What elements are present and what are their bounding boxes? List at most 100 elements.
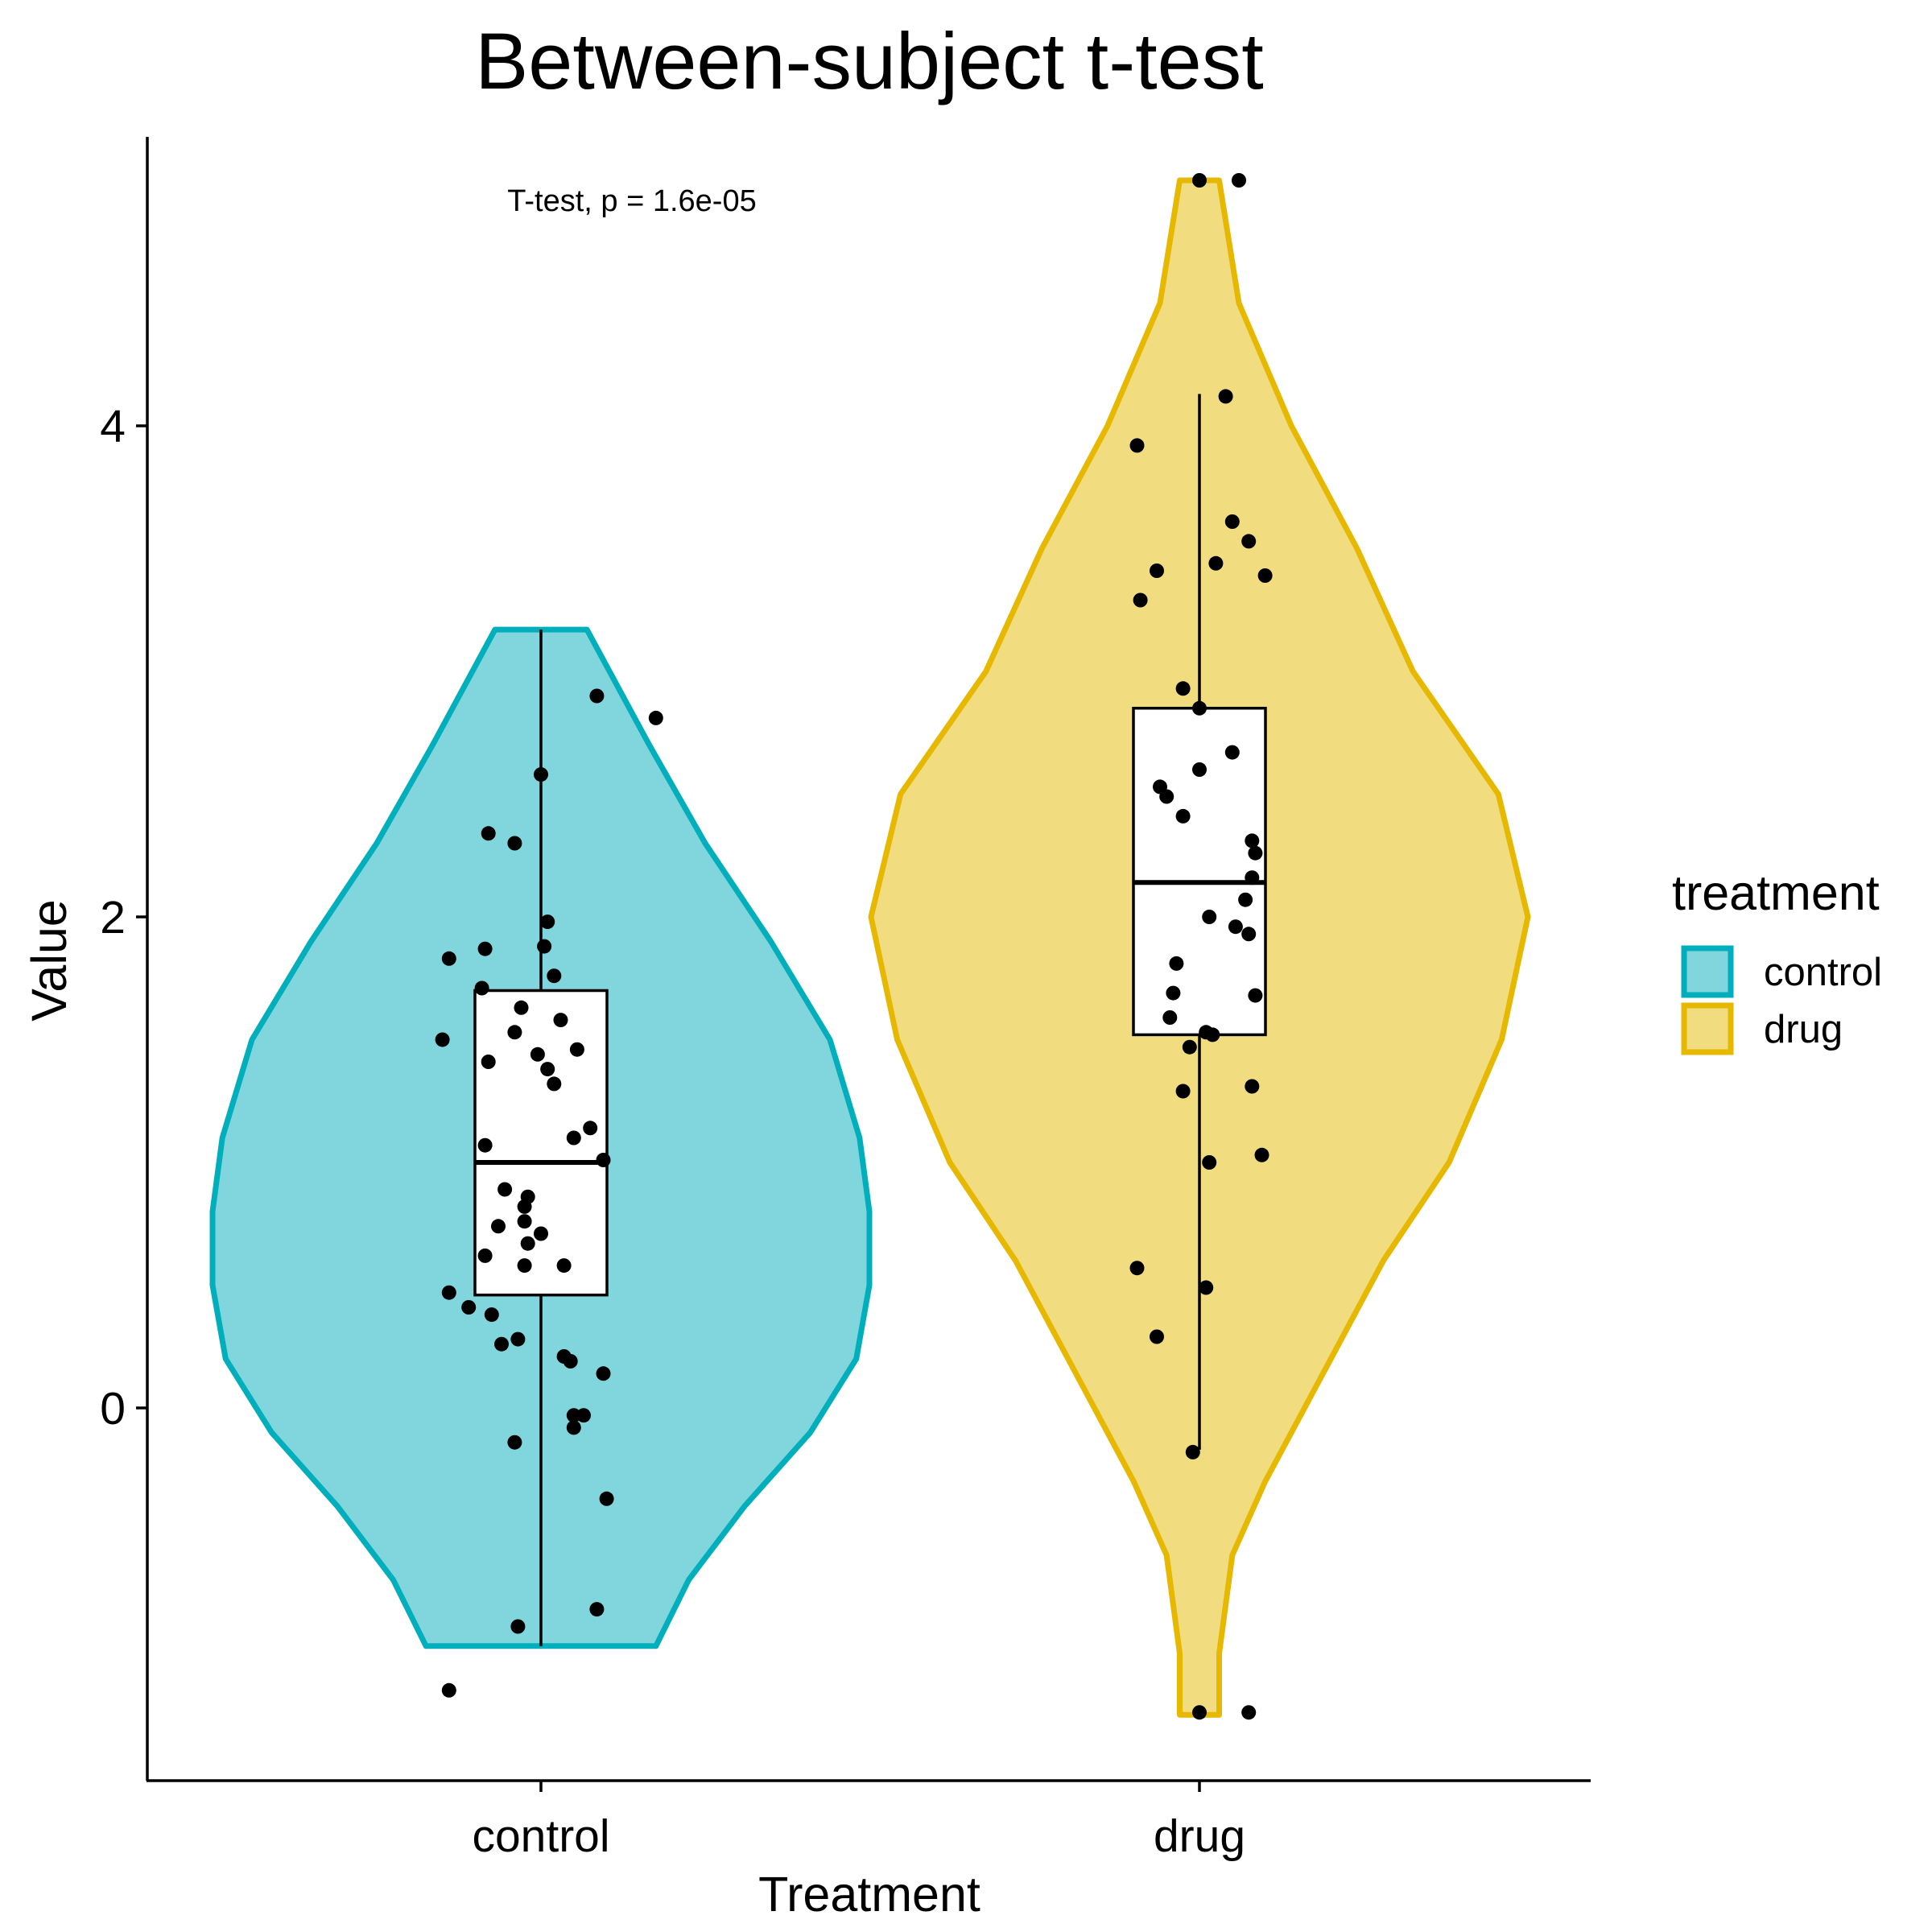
legend-label-control: control bbox=[1764, 951, 1882, 994]
data-point-drug bbox=[1169, 956, 1184, 971]
data-point-control bbox=[566, 1420, 581, 1435]
data-point-control bbox=[517, 1258, 532, 1274]
y-tick-label: 2 bbox=[100, 892, 126, 943]
data-point-control bbox=[556, 1349, 572, 1364]
data-point-drug bbox=[1199, 1280, 1214, 1295]
data-point-drug bbox=[1166, 985, 1181, 1001]
t-test-annotation: T-test, p = 1.6e-05 bbox=[507, 184, 756, 218]
data-point-control bbox=[553, 1013, 568, 1028]
data-point-control bbox=[599, 1491, 614, 1506]
violin-layer bbox=[209, 177, 1531, 1718]
data-point-control bbox=[520, 1189, 535, 1204]
data-point-drug bbox=[1254, 1147, 1269, 1162]
data-point-control bbox=[530, 1046, 545, 1062]
y-ticks: 0 2 4 bbox=[100, 401, 147, 1435]
box-control bbox=[473, 989, 609, 1297]
data-point-control bbox=[510, 1619, 526, 1634]
data-point-drug bbox=[1182, 1039, 1197, 1055]
data-point-drug bbox=[1192, 700, 1207, 716]
legend-key-drug bbox=[1681, 1002, 1734, 1055]
legend-label-drug: drug bbox=[1764, 1008, 1843, 1051]
data-point-control bbox=[441, 951, 456, 966]
data-point-control bbox=[589, 688, 605, 704]
data-point-drug bbox=[1150, 1329, 1164, 1344]
data-point-control bbox=[507, 1435, 522, 1450]
data-point-control bbox=[583, 1121, 598, 1136]
data-point-drug bbox=[1192, 762, 1207, 777]
boxplot-layer bbox=[473, 394, 1267, 1646]
data-point-drug bbox=[1238, 892, 1253, 907]
data-point-drug bbox=[1202, 910, 1217, 924]
data-point-drug bbox=[1192, 173, 1207, 188]
data-point-control bbox=[481, 826, 496, 841]
x-tick-label: control bbox=[472, 1810, 609, 1862]
data-point-drug bbox=[1241, 1705, 1257, 1720]
data-point-control bbox=[547, 1076, 562, 1092]
data-point-control bbox=[507, 836, 522, 851]
data-point-control bbox=[461, 1300, 477, 1315]
data-point-drug bbox=[1192, 1705, 1207, 1720]
data-point-control bbox=[589, 1602, 605, 1617]
data-point-control bbox=[474, 980, 489, 996]
data-point-control bbox=[507, 1025, 522, 1040]
data-point-control bbox=[547, 968, 562, 984]
data-point-control bbox=[540, 914, 555, 930]
data-point-control bbox=[441, 1285, 456, 1300]
data-point-drug bbox=[1224, 514, 1240, 529]
data-point-control bbox=[556, 1258, 572, 1274]
box-drug bbox=[1132, 707, 1267, 1037]
data-point-control bbox=[534, 1226, 548, 1241]
legend: control drug bbox=[1681, 945, 1882, 1055]
x-ticks: control drug bbox=[472, 1781, 1245, 1862]
data-point-drug bbox=[1208, 555, 1224, 571]
data-point-control bbox=[477, 1137, 493, 1153]
data-point-drug bbox=[1241, 534, 1257, 549]
data-point-control bbox=[517, 1214, 532, 1229]
legend-title: treatment bbox=[1672, 865, 1880, 920]
data-point-drug bbox=[1232, 173, 1246, 188]
data-point-control bbox=[514, 1000, 529, 1015]
data-point-drug bbox=[1133, 592, 1148, 608]
x-tick-label: drug bbox=[1154, 1810, 1245, 1862]
data-point-drug bbox=[1175, 681, 1191, 696]
data-point-drug bbox=[1257, 568, 1273, 583]
data-point-drug bbox=[1245, 1079, 1260, 1094]
data-point-control bbox=[569, 1042, 584, 1057]
y-axis-title: Value bbox=[22, 899, 76, 1022]
data-point-drug bbox=[1175, 808, 1191, 824]
data-point-drug bbox=[1241, 927, 1257, 942]
data-point-drug bbox=[1218, 389, 1233, 404]
data-point-drug bbox=[1159, 789, 1174, 804]
y-tick-label: 4 bbox=[100, 401, 126, 452]
data-point-drug bbox=[1245, 870, 1260, 886]
data-point-control bbox=[537, 939, 552, 954]
data-point-drug bbox=[1150, 564, 1164, 578]
data-point-drug bbox=[1129, 1261, 1145, 1276]
data-point-drug bbox=[1224, 745, 1240, 760]
data-point-drug bbox=[1245, 833, 1260, 848]
data-point-drug bbox=[1228, 919, 1243, 935]
data-point-control bbox=[477, 1248, 493, 1263]
data-point-control bbox=[596, 1366, 611, 1381]
data-point-control bbox=[441, 1682, 456, 1698]
data-point-control bbox=[596, 1153, 611, 1167]
data-point-control bbox=[484, 1307, 499, 1323]
data-point-drug bbox=[1185, 1444, 1200, 1459]
data-point-control bbox=[566, 1130, 581, 1146]
data-point-control bbox=[497, 1182, 513, 1197]
data-point-control bbox=[648, 710, 663, 725]
data-point-drug bbox=[1248, 845, 1263, 861]
data-point-control bbox=[435, 1032, 450, 1047]
data-point-drug bbox=[1162, 1010, 1178, 1025]
data-point-drug bbox=[1248, 988, 1263, 1003]
data-point-drug bbox=[1202, 1155, 1217, 1170]
data-point-control bbox=[534, 767, 548, 782]
data-point-control bbox=[540, 1062, 555, 1077]
data-point-control bbox=[576, 1408, 591, 1423]
legend-key-control bbox=[1681, 945, 1734, 998]
data-point-drug bbox=[1129, 438, 1145, 453]
data-point-control bbox=[510, 1331, 526, 1347]
x-axis-title: Treatment bbox=[758, 1867, 980, 1922]
points-layer bbox=[435, 173, 1273, 1720]
